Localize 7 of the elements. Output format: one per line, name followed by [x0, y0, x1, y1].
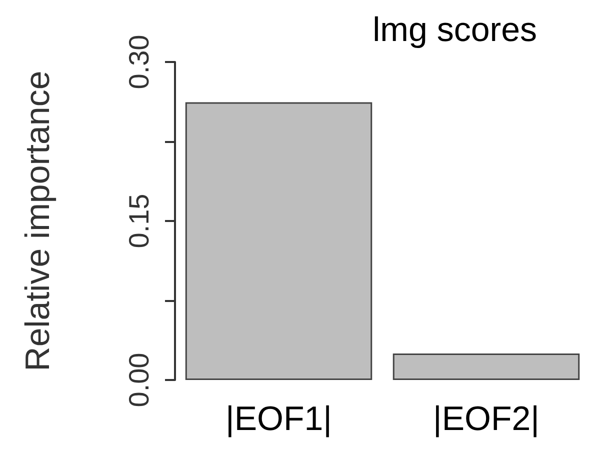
x-tick-label: |EOF1| [226, 400, 332, 438]
y-axis-title: Relative importance [19, 70, 57, 372]
y-tick-label: 0.30 [124, 34, 154, 90]
y-tick-label: 0.15 [124, 194, 154, 248]
x-tick-label: |EOF2| [433, 400, 540, 438]
y-tick-label: 0.00 [124, 352, 154, 408]
chart-title: lmg scores [372, 11, 538, 49]
